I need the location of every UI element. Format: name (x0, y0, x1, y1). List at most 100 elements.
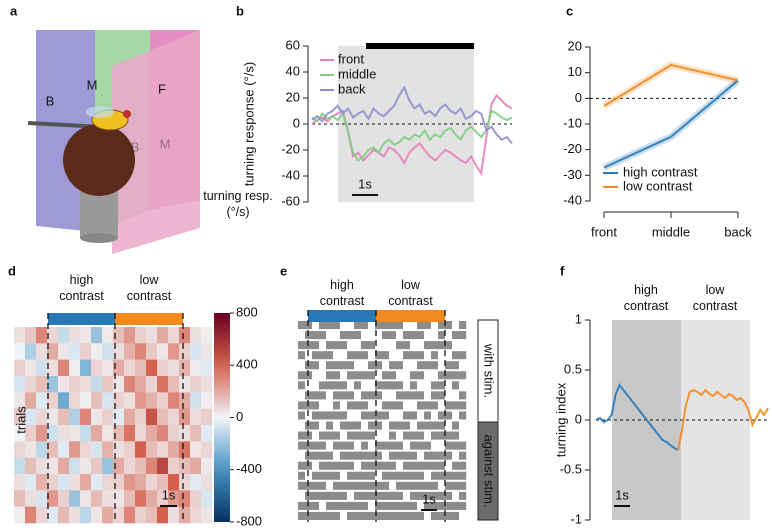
raster-cell (333, 421, 341, 430)
raster-cell (431, 381, 439, 390)
raster-cell (459, 481, 467, 490)
raster-cell (431, 461, 439, 470)
raster-cell (396, 341, 404, 350)
heatmap-cell (146, 425, 158, 442)
raster-cell (298, 491, 306, 500)
raster-cell (410, 341, 418, 350)
heatmap-cell (80, 441, 92, 458)
heatmap-cell (168, 343, 180, 360)
raster-cell (382, 371, 390, 380)
heatmap-cell (157, 408, 169, 426)
line-series (311, 85, 513, 145)
raster-cell (445, 461, 453, 470)
raster-cell (389, 451, 397, 460)
heatmap-cell (201, 327, 213, 344)
legend-label: back (338, 81, 366, 96)
group-bar (376, 310, 445, 322)
raster-cell (396, 401, 404, 410)
heatmap-cell (135, 343, 147, 360)
raster-cell (347, 321, 355, 330)
y-tick-label: 20 (286, 89, 300, 104)
raster-cell (403, 451, 411, 460)
panel-letter: d (8, 263, 16, 278)
heatmap-cell (190, 474, 202, 491)
raster-cell (452, 421, 460, 430)
raster-cell (312, 321, 320, 330)
raster-cell (410, 451, 418, 460)
raster-cell (459, 371, 467, 380)
raster-cell (298, 441, 306, 450)
heatmap-cell (47, 506, 59, 524)
raster-cell (417, 451, 425, 460)
raster-cell (361, 461, 369, 470)
raster-cell (417, 501, 425, 510)
heatmap-cell (47, 474, 59, 491)
raster-cell (389, 401, 397, 410)
heatmap-cell (146, 506, 158, 524)
raster-cell (431, 321, 439, 330)
raster-cell (459, 421, 467, 430)
heatmap-cell (157, 490, 169, 507)
raster-cell (417, 461, 425, 470)
raster-cell (452, 361, 460, 370)
raster-cell (382, 511, 390, 520)
raster-cell (319, 511, 327, 520)
raster-cell (403, 511, 411, 520)
raster-cell (389, 491, 397, 500)
heatmap-cell (69, 474, 81, 491)
raster-cell (298, 451, 306, 460)
raster-cell (326, 431, 334, 440)
raster-cell (396, 381, 404, 390)
raster-cell (403, 471, 411, 480)
raster-cell (382, 431, 390, 440)
raster-cell (410, 481, 418, 490)
y-axis-label: turning index (553, 382, 568, 457)
raster-cell (361, 321, 369, 330)
raster-cell (298, 321, 306, 330)
heatmap-cell (14, 490, 26, 507)
raster-cell (354, 331, 362, 340)
heatmap-cell (91, 343, 103, 360)
raster-cell (347, 391, 355, 400)
raster-cell (368, 391, 376, 400)
raster-cell (312, 441, 320, 450)
raster-cell (459, 451, 467, 460)
heatmap-cell (47, 425, 59, 442)
group-label: low contrast (126, 273, 172, 303)
raster-cell (459, 401, 467, 410)
heatmap-cell (113, 425, 125, 442)
raster-cell (354, 321, 362, 330)
raster-cell (298, 351, 306, 360)
heatmap-cell (168, 327, 180, 344)
raster-cell (340, 321, 348, 330)
heatmap-cell (135, 359, 147, 377)
raster-cell (382, 351, 390, 360)
group-label: low contrast (692, 283, 738, 313)
raster-cell (375, 511, 383, 520)
heatmap-cell (146, 327, 158, 344)
raster-cell (354, 371, 362, 380)
raster-cell (326, 381, 334, 390)
raster-cell (445, 341, 453, 350)
heatmap-cell (25, 474, 37, 491)
heatmap-cell (168, 392, 180, 409)
heatmap-cell (201, 359, 213, 377)
heatmap-cell (91, 327, 103, 344)
raster-cell (417, 361, 425, 370)
heatmap-cell (124, 506, 136, 524)
raster-cell (459, 361, 467, 370)
raster-cell (438, 501, 446, 510)
group-bar (48, 313, 115, 325)
legend-label: middle (338, 66, 376, 81)
heatmap-cell (124, 490, 136, 507)
raster-cell (354, 511, 362, 520)
raster-cell (452, 441, 460, 450)
raster-cell (424, 381, 432, 390)
raster-cell (340, 481, 348, 490)
raster-cell (312, 431, 320, 440)
heatmap-cell (135, 457, 147, 475)
raster-cell (438, 481, 446, 490)
raster-cell (375, 341, 383, 350)
heatmap-cell (69, 490, 81, 507)
raster-cell (375, 321, 383, 330)
